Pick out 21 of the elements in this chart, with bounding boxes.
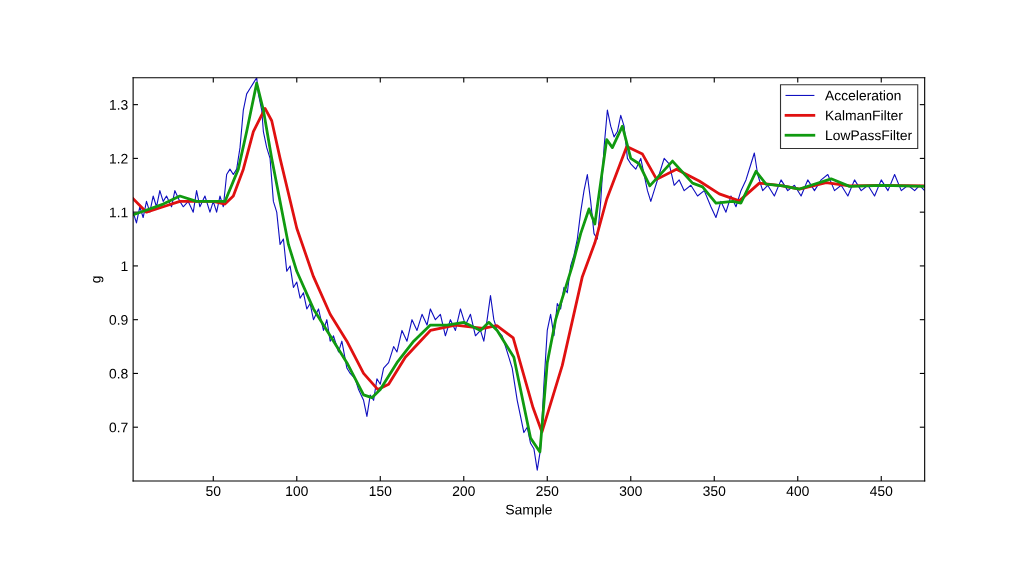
x-tick-label: 250 — [536, 486, 559, 497]
x-tick-label: 450 — [869, 486, 893, 497]
y-tick-label: 1.2 — [110, 153, 128, 164]
x-tick-label: 50 — [206, 486, 221, 497]
y-tick-label: 0.8 — [109, 368, 128, 379]
y-axis-title: g — [93, 276, 104, 283]
y-tick-label: 1.3 — [110, 99, 128, 110]
legend-label: Acceleration — [824, 90, 901, 101]
x-tick-label: 350 — [703, 486, 726, 497]
x-tick-label: 200 — [452, 486, 475, 497]
x-tick-label: 300 — [619, 486, 642, 497]
y-tick-label: 1 — [121, 261, 128, 271]
x-tick-label: 100 — [286, 486, 308, 497]
legend-label: LowPassFilter — [826, 130, 912, 141]
y-tick-label: 0.7 — [109, 422, 128, 433]
legend-label: KalmanFilter — [826, 110, 903, 121]
y-tick-label: 1.1 — [110, 207, 128, 218]
x-tick-label: 150 — [369, 486, 392, 497]
x-tick-label: 400 — [786, 486, 809, 497]
y-tick-label: 0.9 — [109, 315, 128, 325]
x-axis-title: Sample — [505, 504, 552, 518]
